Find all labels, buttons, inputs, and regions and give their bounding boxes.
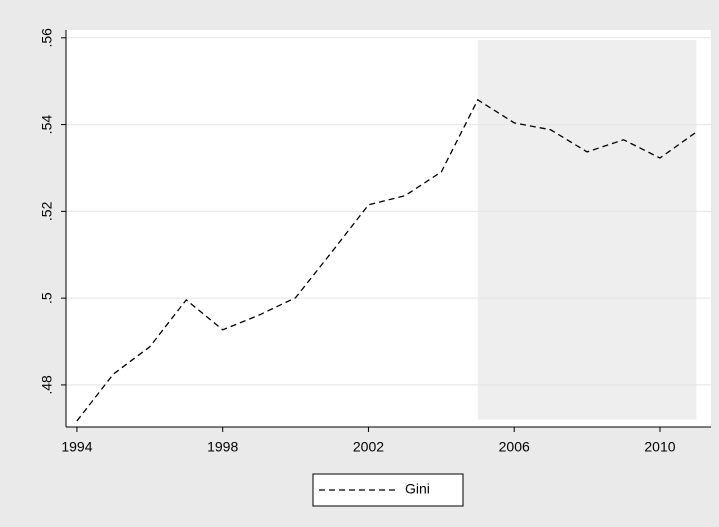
y-tick-label: .5 <box>39 292 55 304</box>
x-tick-label: 2010 <box>644 439 675 455</box>
x-tick-label: 1994 <box>61 439 92 455</box>
shaded-region <box>477 39 697 420</box>
x-tick-label: 2006 <box>499 439 530 455</box>
y-tick-label: .54 <box>39 115 55 135</box>
y-tick-label: .48 <box>39 375 55 395</box>
x-tick-label: 2002 <box>353 439 384 455</box>
line-series <box>76 98 697 422</box>
legend-label: Gini <box>405 481 430 497</box>
y-tick-label: .56 <box>39 28 55 48</box>
y-tick-label: .52 <box>39 201 55 221</box>
x-tick-label: 1998 <box>207 439 238 455</box>
legend-box <box>312 473 464 507</box>
